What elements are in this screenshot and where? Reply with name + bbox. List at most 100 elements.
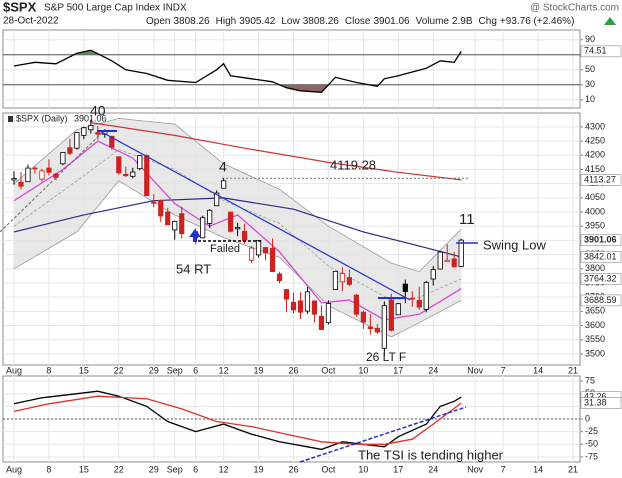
y-tick-label: 4150 xyxy=(585,164,605,174)
candle-body xyxy=(311,300,318,315)
x-tick-label: Oct xyxy=(321,464,336,474)
x-tick-label: 12 xyxy=(219,365,229,375)
candle-body xyxy=(144,155,150,196)
value-flag-label: 31.38 xyxy=(584,398,607,408)
up-arrow xyxy=(189,229,201,242)
date: 28-Oct-2022 xyxy=(3,16,59,27)
drawings: 40 4 Failed 54 RT 26 LT F 11 Swing Low The TSI … xyxy=(0,103,546,463)
y-tick-label: 3800 xyxy=(585,263,605,273)
candle-body xyxy=(165,211,171,226)
candle-body xyxy=(116,156,122,174)
quote-label: Chg xyxy=(479,16,497,27)
candle-body xyxy=(304,291,311,312)
candle-body xyxy=(95,132,101,135)
candle-body xyxy=(262,247,269,254)
candle-body xyxy=(395,303,401,316)
y-tick-label: -25 xyxy=(585,426,598,436)
candle-body xyxy=(32,167,38,170)
candle-body xyxy=(283,289,290,300)
y-tick-label: 3650 xyxy=(585,306,605,316)
x-tick-label: 17 xyxy=(393,365,403,375)
value-flag-label: 43.26 xyxy=(584,391,607,401)
candle-body xyxy=(88,125,94,131)
x-tick-label: 10 xyxy=(358,464,368,474)
x-tick-label: 7 xyxy=(501,365,506,375)
y-tick-label: 3950 xyxy=(585,221,605,231)
indicator-line xyxy=(13,390,462,451)
candle-body xyxy=(360,311,366,323)
candle-body xyxy=(214,192,220,207)
quote-value: 3905.42 xyxy=(239,16,276,27)
plot-area: 9070503010350035503600365037003750380038… xyxy=(2,29,622,474)
y-tick-label: 3550 xyxy=(585,334,605,344)
x-tick-label: Aug xyxy=(6,365,22,375)
candle-body xyxy=(297,300,304,313)
value-flag xyxy=(580,273,622,285)
y-tick-label: 4000 xyxy=(585,206,605,216)
x-tick-label: 26 xyxy=(288,365,298,375)
y-tick-label: 90 xyxy=(585,34,595,44)
candle-body xyxy=(451,258,457,268)
indicator-line xyxy=(13,395,462,445)
x-tick-label: 12 xyxy=(219,464,229,474)
candle-body xyxy=(339,273,346,283)
x-tick-label: 6 xyxy=(193,365,198,375)
y-tick-label: 0 xyxy=(585,413,590,423)
moving-average-line xyxy=(90,122,462,181)
candle-body xyxy=(458,239,464,267)
x-tick-label: 7 xyxy=(501,464,506,474)
candle-body xyxy=(179,213,185,235)
indicator-line xyxy=(13,49,462,93)
candle-body xyxy=(437,251,443,270)
x-tick-label: 10 xyxy=(358,365,368,375)
legend-label: $SPX (Daily) xyxy=(16,113,68,123)
x-tick-label: 22 xyxy=(114,365,124,375)
annotation: 40 xyxy=(90,103,106,119)
candle-body xyxy=(255,240,262,256)
source: @ StockCharts.com xyxy=(530,3,619,14)
candle-body xyxy=(367,326,373,330)
quote-value: 3901.06 xyxy=(373,16,410,27)
y-tick-label: 4300 xyxy=(585,121,605,131)
x-tick-label: 21 xyxy=(568,365,578,375)
x-tick-label: 8 xyxy=(46,365,51,375)
x-tick-label: 19 xyxy=(254,464,264,474)
candle-body xyxy=(430,269,436,280)
candle-body xyxy=(18,181,24,187)
x-tick-label: 24 xyxy=(428,464,438,474)
quote-value: 3808.26 xyxy=(173,16,210,27)
y-tick-label: 3500 xyxy=(585,348,605,358)
x-tick-label: Sep xyxy=(167,365,183,375)
candle-body xyxy=(25,167,31,183)
annotation: Swing Low xyxy=(483,237,546,252)
y-tick-label: 3600 xyxy=(585,320,605,330)
value-flag-label: 4113.27 xyxy=(584,174,616,184)
candle-body xyxy=(74,132,80,149)
quote-value: 2.9B xyxy=(452,16,473,27)
candle-body xyxy=(207,209,213,224)
candle-body xyxy=(46,167,52,173)
candle-body xyxy=(241,230,248,241)
x-tick-label: Aug xyxy=(6,464,22,474)
x-tick-label: 22 xyxy=(114,464,124,474)
legend-value: 3901.06 xyxy=(74,113,107,123)
candle-body xyxy=(388,299,394,331)
candle-body xyxy=(290,301,297,311)
x-tick-label: 26 xyxy=(288,464,298,474)
y-tick-label: 75 xyxy=(585,375,595,385)
x-tick-label: Nov xyxy=(467,365,484,375)
value-flag-label: 3842.01 xyxy=(584,251,617,261)
x-tick-label: Nov xyxy=(467,464,484,474)
tsi-trend-line xyxy=(299,406,467,463)
candle-body xyxy=(444,259,450,263)
x-tick-label: 8 xyxy=(46,464,51,474)
candle-body xyxy=(402,283,408,292)
annotation: 4 xyxy=(219,159,227,175)
candle-body xyxy=(353,294,359,315)
quote-value: +93.76 (+2.46%) xyxy=(500,16,575,27)
candle-body xyxy=(81,127,87,136)
quote: Open 3808.26 High 3905.42 Low 3808.26 Close 390… xyxy=(146,16,574,27)
y-tick-label: 4200 xyxy=(585,150,605,160)
value-flag-label: 74.51 xyxy=(584,46,607,56)
